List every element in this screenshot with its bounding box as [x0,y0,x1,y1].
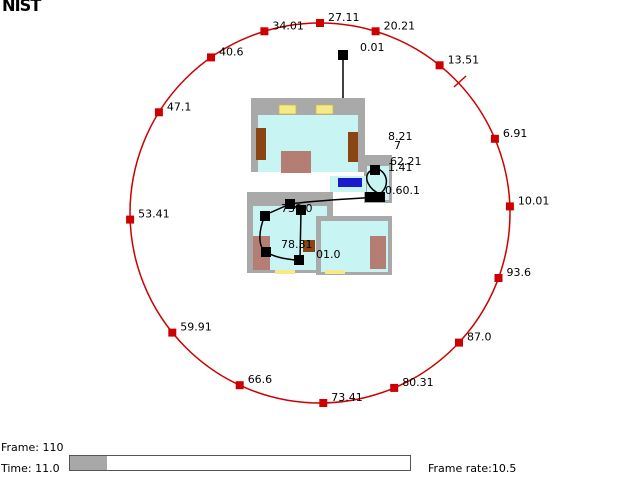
waypoint-marker [261,247,271,257]
ring-marker[interactable] [505,202,514,211]
ring-marker[interactable] [207,53,215,62]
ring-marker-label: 73.41 [331,391,363,404]
frame-rate-prefix: Frame rate: [428,462,492,475]
ring-marker-label: 66.6 [248,373,273,386]
overlay-label: 01.0 [316,248,341,261]
overlay-label: 62.21 [390,155,422,168]
ring-marker-label: 59.91 [180,321,212,334]
overlay-label: 78.31 [281,238,313,251]
trajectory-nodes [260,50,385,265]
ring-marker[interactable] [235,381,244,390]
overlay-label: 0.01 [360,41,385,54]
furniture-table [303,240,315,252]
ring-marker[interactable] [455,338,463,347]
ring-marker-label: 87.0 [467,331,492,344]
bathtub [338,178,362,187]
ring-marker-label: 53.41 [138,208,170,221]
ring-marker-label: 93.6 [507,266,532,279]
ring-marker[interactable] [316,19,324,27]
ceiling-light [315,104,334,115]
ring-marker[interactable] [168,328,177,337]
time-value: 11.0 [35,462,60,475]
time-prefix: Time: [1,462,36,475]
ring-marker-label: 47.1 [167,100,192,113]
ring-marker[interactable] [319,399,328,407]
ring-marker-label: 6.91 [503,127,528,140]
ring-marker[interactable] [126,215,135,224]
overlay-label: 730.0 [281,202,313,215]
ceiling-light [278,104,297,115]
waypoint-marker [294,255,304,265]
frame-counter: Frame: 110 [1,441,63,454]
time-slider[interactable] [69,455,411,471]
slider-progress-fill [70,456,108,470]
overlay-label: 7 [394,139,401,152]
ring-marker-label: 10.01 [518,194,550,207]
waypoint-marker [365,192,375,202]
ring-marker-label: 27.11 [328,11,360,24]
furniture-cabinet [256,128,266,160]
furniture-bed [281,151,311,173]
waypoint-marker [370,165,380,175]
ring-marker[interactable] [154,108,163,117]
ring-marker[interactable] [371,27,380,36]
ring-marker-label: 34.01 [272,19,304,32]
frame-prefix: Frame: [1,441,43,454]
waypoint-marker [260,211,270,221]
house-model [247,98,392,275]
window-light [275,270,295,274]
ring-marker-label: 80.31 [402,376,434,389]
nist-logo: NIST [2,0,41,16]
window-light [325,270,345,274]
ring-marker[interactable] [390,383,399,392]
ring-marker[interactable] [435,61,444,70]
overlay-label: 0.60.1 [385,184,420,197]
ring-marker[interactable] [260,27,269,36]
frame-rate-readout: Frame rate:10.5 [428,462,516,475]
ring-marker-label: 20.21 [384,19,416,32]
ring-marker-label: 40.6 [219,45,244,58]
furniture-cabinet [348,132,358,162]
waypoint-marker [338,50,348,60]
frame-value: 110 [42,441,64,454]
frame-rate-value: 10.5 [491,462,517,475]
waypoint-marker [296,205,306,215]
overlay-label: 8.21 [388,130,413,143]
waypoint-marker [285,199,295,209]
ring-marker[interactable] [494,274,503,282]
ring-marker[interactable] [490,134,499,143]
ring-tick-mark [453,75,467,88]
overlay-label: 1.41 [388,161,413,174]
waypoint-marker [375,192,385,202]
furniture-cabinet [370,236,386,269]
time-readout: Time: 11.0 [1,462,60,475]
ring-marker-label: 13.51 [448,53,480,66]
